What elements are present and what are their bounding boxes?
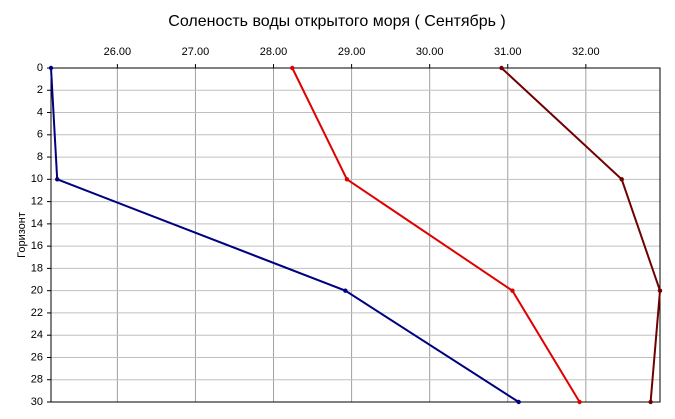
x-tick-label: 28.00 [260,46,288,58]
y-tick-label: 4 [37,106,43,118]
y-tick-label: 8 [37,151,43,163]
x-tick-label: 31.00 [494,46,522,58]
data-point [55,177,60,182]
data-point [499,65,504,71]
series-line [291,67,581,403]
plot-border [50,67,661,403]
data-point [619,177,624,182]
data-point [290,65,295,71]
y-tick-label: 26 [31,351,43,363]
x-tick-label: 26.00 [104,46,132,58]
x-tick-label: 27.00 [182,46,210,58]
data-point [510,288,515,293]
data-point [657,288,663,293]
y-tick-label: 10 [31,173,43,185]
y-tick-label: 30 [31,396,43,408]
y-tick-label: 0 [37,62,43,74]
y-axis-label: Горизонт [16,212,28,258]
y-tick-label: 20 [31,285,43,297]
y-tick-label: 28 [31,374,43,386]
chart-title: Соленость воды открытого моря ( Сентябрь… [168,13,505,30]
y-tick-label: 12 [31,196,43,208]
data-point [344,177,350,182]
x-tick-label: 29.00 [338,46,366,58]
data-point [516,399,521,405]
data-point [648,399,653,405]
data-point [48,65,54,71]
series-line [500,67,662,403]
data-point [343,288,348,293]
y-tick-label: 14 [31,218,43,230]
y-tick-label: 2 [37,84,43,96]
y-tick-label: 18 [31,262,43,274]
series-line [50,67,520,403]
y-tick-label: 6 [37,129,43,141]
y-tick-label: 16 [31,240,43,252]
data-point [577,399,582,405]
x-tick-label: 30.00 [416,46,444,58]
x-tick-label: 32.00 [572,46,600,58]
y-tick-label: 22 [31,307,43,319]
y-tick-label: 24 [31,329,43,341]
